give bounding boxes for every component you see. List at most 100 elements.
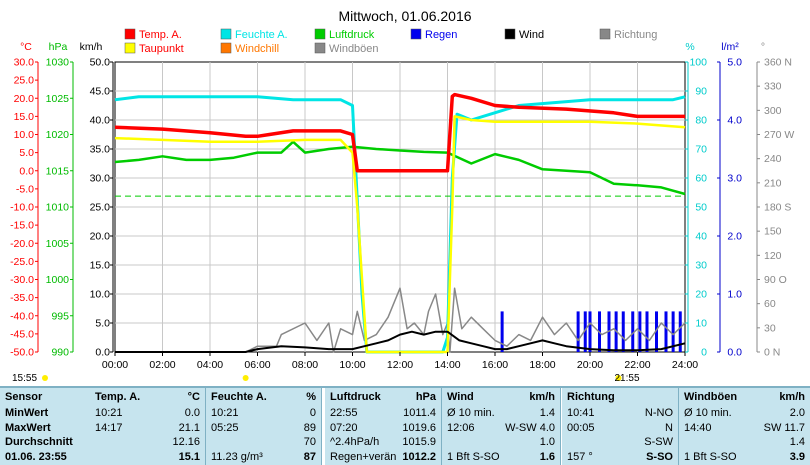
y-tick-label-wind: 40.0 (90, 115, 111, 127)
x-tick-label: 10:00 (339, 359, 365, 371)
rain-bar (576, 311, 580, 352)
x-tick-label: 24:00 (672, 359, 698, 371)
cell-right: W-SW 4.0 (505, 421, 555, 434)
legend-swatch (314, 42, 326, 54)
cell-right: 21.1 (178, 421, 200, 434)
pane-unit: km/h (529, 391, 555, 403)
pane-header-gust: Windböen km/h (679, 388, 810, 406)
legend-label: Taupunkt (139, 43, 184, 55)
x-tick-label: 22:00 (624, 359, 650, 371)
y-tick-label-press: 1025 (46, 93, 70, 105)
pane-row: Regen+verän 1012.2 (325, 450, 441, 465)
y-tick-label-rain: 1.0 (727, 289, 742, 301)
pane-unit: hPa (415, 391, 436, 403)
pane-row: 07:20 1019.6 (325, 421, 441, 436)
y-tick-label-hum: 60 (695, 173, 707, 185)
y-tick-label-temp: -10.0 (10, 202, 34, 214)
y-tick-label-dir: 360 N (764, 57, 792, 69)
cell-right: 87 (303, 450, 316, 463)
y-tick-label-dir: 300 (764, 105, 782, 117)
cell-left: 05:25 (211, 421, 239, 434)
timestamp-marker (42, 375, 48, 381)
cell-right: 1.6 (539, 450, 555, 463)
y-tick-label-hum: 30 (695, 260, 707, 272)
y-tick-label-temp: 30.0 (14, 57, 35, 69)
legend-swatch (124, 28, 136, 40)
cell-right: 0.0 (184, 407, 200, 419)
y-tick-label-dir: 120 (764, 250, 782, 262)
axis-header-dir: ° (761, 41, 765, 53)
y-tick-label-wind: 10.0 (90, 289, 111, 301)
x-tick-label: 02:00 (149, 359, 175, 371)
rain-bar (583, 311, 587, 352)
pane-row: 15.1 (90, 450, 205, 465)
legend-label: Feuchte A. (235, 29, 288, 41)
pane-title: Wind (447, 391, 474, 403)
cell-left: 07:20 (330, 421, 358, 434)
legend-label: Richtung (614, 29, 657, 41)
cell-left: 12:06 (447, 421, 475, 434)
y-tick-label-wind: 15.0 (90, 260, 111, 272)
series-feuchte-a (114, 95, 686, 354)
y-tick-label-press: 1005 (46, 238, 70, 250)
cell-right: SW 11.7 (763, 421, 805, 434)
pane-row: 14:40 SW 11.7 (679, 421, 810, 436)
pane-unit: °C (187, 391, 200, 403)
y-tick-label-dir: 150 (764, 226, 782, 238)
cell-right: 1015.9 (402, 436, 436, 448)
cell-right: S-SO (646, 450, 673, 463)
y-tick-label-rain: 2.0 (727, 231, 742, 243)
y-tick-label-temp: -20.0 (10, 238, 34, 250)
rain-bar (645, 311, 649, 352)
axis-header-press: hPa (49, 41, 68, 53)
y-tick-label-dir: 90 O (764, 274, 787, 286)
cell-right: S-SW (644, 436, 673, 448)
y-tick-label-dir: 240 (764, 153, 782, 165)
cell-left: 1 Bft S-SO (684, 450, 737, 463)
y-tick-label-wind: 20.0 (90, 231, 111, 243)
x-tick-label: 08:00 (292, 359, 318, 371)
rain-bar (631, 311, 635, 352)
x-tick-label: 00:00 (102, 359, 128, 371)
timestamp-right: 21:55 (615, 373, 640, 384)
y-tick-label-wind: 25.0 (90, 202, 111, 214)
y-tick-label-temp: 0.0 (19, 165, 34, 177)
y-tick-label-hum: 50 (695, 202, 707, 214)
y-tick-label-temp: -40.0 (10, 310, 34, 322)
cell-left: 10:21 (211, 407, 239, 419)
x-tick-label: 20:00 (577, 359, 603, 371)
x-tick-label: 04:00 (197, 359, 223, 371)
y-tick-label-temp: -15.0 (10, 220, 34, 232)
axis-header-hum: % (685, 41, 694, 53)
y-tick-label-wind: 45.0 (90, 86, 111, 98)
cell-left: 10:41 (567, 407, 595, 419)
pane-row: 10:41 N-NO (562, 406, 678, 421)
axis-header-temp: °C (20, 41, 32, 53)
cell-left: 10:21 (95, 407, 123, 419)
pane-title: Temp. A. (95, 391, 141, 403)
y-tick-label-press: 1020 (46, 129, 70, 141)
cell-right: 70 (303, 436, 316, 448)
cell-right: 1.4 (539, 407, 555, 419)
y-tick-label-dir: 180 S (764, 202, 791, 214)
y-tick-label-hum: 80 (695, 115, 707, 127)
cell-right: N (665, 421, 673, 434)
y-tick-label-dir: 30 (764, 322, 776, 334)
pane-header-dir: Richtung (562, 388, 678, 406)
pane-row: 157 ° S-SO (562, 450, 678, 465)
pane-unit: % (306, 391, 316, 403)
y-tick-label-hum: 0 (701, 347, 707, 359)
y-tick-label-press: 1015 (46, 165, 70, 177)
legend-label: Regen (425, 29, 457, 41)
rain-bar (588, 311, 592, 352)
row-label-min: MinWert (5, 407, 49, 419)
pane-row: 00:05 N (562, 421, 678, 436)
pane-title: Richtung (567, 391, 615, 403)
x-tick-label: 18:00 (529, 359, 555, 371)
axis-headers: °C hPa km/h% l/m² ° (20, 41, 765, 53)
pane-header-press: Luftdruck hPa (325, 388, 441, 406)
cell-right: 89 (303, 421, 316, 434)
y-tick-label-temp: -25.0 (10, 256, 34, 268)
y-tick-label-temp: -30.0 (10, 274, 34, 286)
series-luftdruck (114, 140, 686, 196)
